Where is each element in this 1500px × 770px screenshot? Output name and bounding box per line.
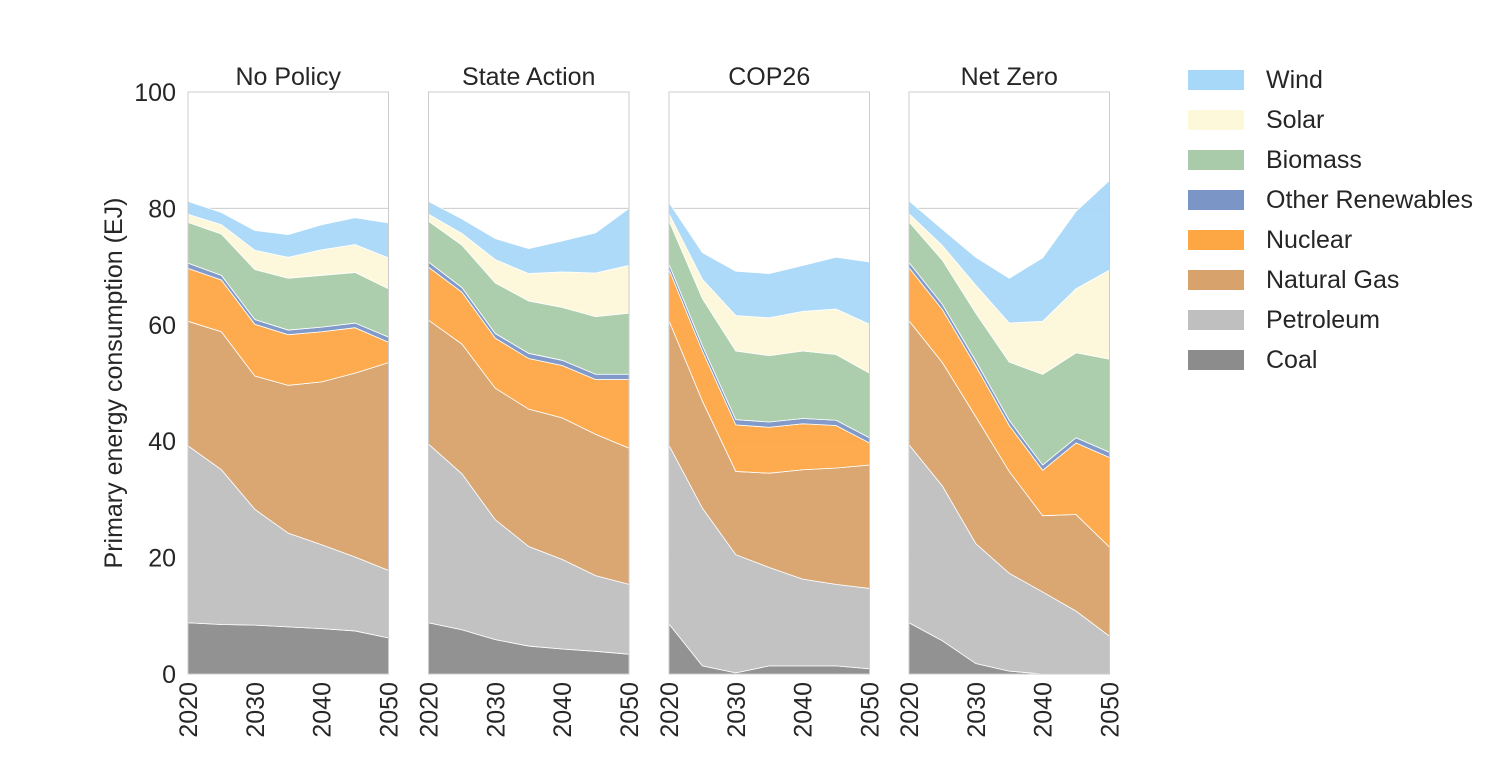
x-tick-label: 2040 [549,682,577,738]
x-tick-label: 2050 [857,682,885,738]
legend-swatch [1188,70,1244,90]
x-tick-label: 2050 [616,682,644,738]
legend-label: Other Renewables [1266,185,1474,214]
panel-title: No Policy [235,63,341,91]
legend: Wind Solar Biomass Other Renewables Nuclear N… [1188,60,1473,380]
y-tick-label: 80 [148,195,176,223]
legend-item-wind: Wind [1188,60,1473,100]
panel-title: State Action [462,63,595,91]
y-tick-label: 60 [148,312,176,340]
panel-frame [668,91,870,675]
legend-swatch [1188,310,1244,330]
panel-no-policy: No Policy 2020 2030 2040 2050 [175,63,404,738]
legend-swatch [1188,190,1244,210]
x-tick-label: 2020 [175,682,203,738]
legend-item-nuclear: Nuclear [1188,220,1473,260]
legend-swatch [1188,270,1244,290]
y-axis: 0 20 40 60 80 100 [134,79,176,689]
legend-label: Nuclear [1266,225,1353,254]
y-tick-label: 20 [148,545,176,573]
x-tick-label: 2030 [963,682,991,738]
y-axis-label: Primary energy consumption (EJ) [100,198,128,569]
legend-label: Solar [1266,105,1325,134]
x-tick-label: 2020 [656,682,684,738]
panel-frame [908,91,1110,675]
legend-item-natural-gas: Natural Gas [1188,260,1473,300]
x-tick-label: 2030 [482,682,510,738]
x-tick-label: 2040 [309,682,337,738]
panel-state-action: State Action 2020 2030 2040 2050 [416,63,645,738]
x-tick-label: 2030 [242,682,270,738]
y-tick-label: 40 [148,428,176,456]
x-tick-label: 2050 [1097,682,1125,738]
x-tick-label: 2030 [723,682,751,738]
legend-label: Biomass [1266,145,1362,174]
legend-item-solar: Solar [1188,100,1473,140]
legend-item-petroleum: Petroleum [1188,300,1473,340]
x-tick-label: 2020 [896,682,924,738]
panel-title: COP26 [728,63,810,91]
legend-label: Wind [1266,65,1323,94]
panel-net-zero: Net Zero 2020 2030 2040 2050 [896,63,1125,738]
legend-item-other-renewables: Other Renewables [1188,180,1473,220]
x-tick-label: 2040 [790,682,818,738]
y-tick-label: 100 [134,79,176,107]
chart-panels: No Policy 2020 2030 2040 2050 State Action 202… [175,63,1125,738]
y-tick-label: 0 [162,661,176,689]
legend-swatch [1188,230,1244,250]
legend-label: Coal [1266,345,1318,374]
legend-label: Natural Gas [1266,265,1400,294]
panel-title: Net Zero [961,63,1058,91]
x-tick-label: 2020 [416,682,444,738]
panel-frame [187,91,389,675]
x-tick-label: 2050 [376,682,404,738]
legend-swatch [1188,350,1244,370]
panel-cop26: COP26 2020 2030 2040 2050 [656,63,885,738]
x-tick-label: 2040 [1030,682,1058,738]
legend-label: Petroleum [1266,305,1380,334]
legend-swatch [1188,110,1244,130]
legend-swatch [1188,150,1244,170]
legend-item-coal: Coal [1188,340,1473,380]
legend-item-biomass: Biomass [1188,140,1473,180]
panel-frame [428,91,630,675]
